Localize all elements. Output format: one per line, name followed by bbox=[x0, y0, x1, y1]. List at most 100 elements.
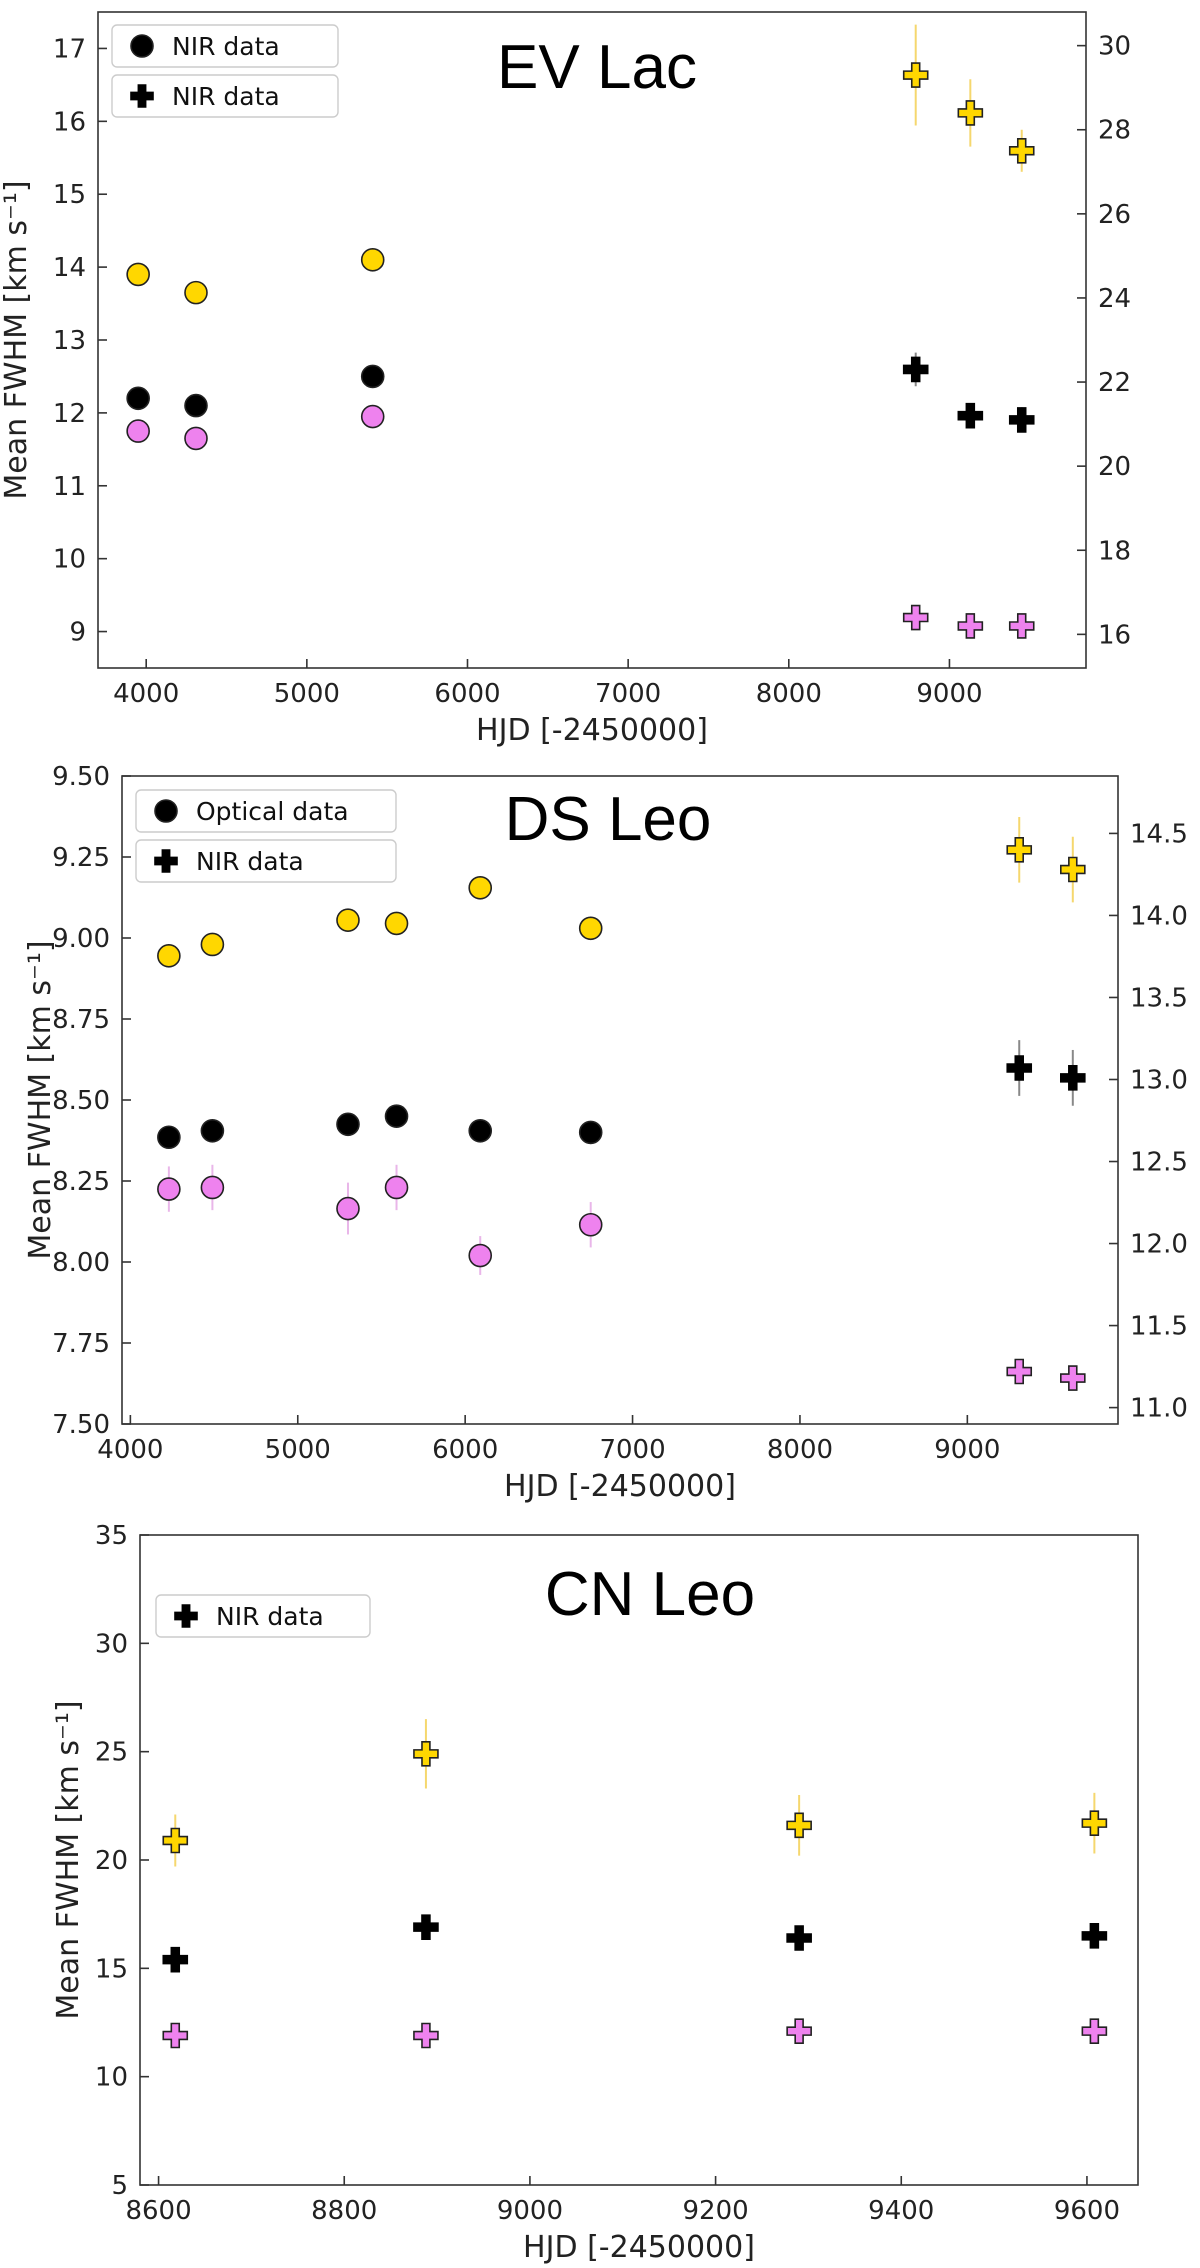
data-point bbox=[126, 262, 150, 287]
y-tick-label: 14 bbox=[53, 253, 86, 283]
series-yellow-plus bbox=[162, 1719, 1108, 1867]
series-violet-plus bbox=[1006, 1358, 1086, 1391]
data-point bbox=[336, 1112, 360, 1137]
series-black-plus bbox=[162, 1914, 1108, 1973]
x-tick-label: 4000 bbox=[97, 1435, 163, 1465]
data-point bbox=[184, 393, 208, 418]
data-point bbox=[157, 1125, 181, 1150]
y-tick-label: 15 bbox=[53, 180, 86, 210]
data-point bbox=[1060, 1065, 1086, 1091]
y-tick-label: 12 bbox=[53, 399, 86, 429]
y-tick-label: 9.25 bbox=[52, 843, 110, 873]
y-tick-label: 35 bbox=[95, 1521, 128, 1551]
x-tick-label: 8000 bbox=[767, 1435, 833, 1465]
y-tick-label: 16 bbox=[53, 107, 86, 137]
data-point bbox=[1008, 137, 1035, 164]
y-tick-label: 13 bbox=[53, 326, 86, 356]
legend-entry: Optical data bbox=[135, 789, 397, 833]
legend-marker bbox=[130, 84, 154, 108]
y2-tick-label: 11.0 bbox=[1130, 1394, 1188, 1424]
data-point bbox=[360, 404, 385, 429]
data-point bbox=[1060, 856, 1086, 883]
data-point bbox=[184, 280, 208, 305]
y-tick-label: 17 bbox=[53, 34, 86, 64]
x-tick-label: 9000 bbox=[497, 2196, 563, 2226]
y-tick-label: 8.50 bbox=[52, 1086, 110, 1116]
y2-tick-label: 13.0 bbox=[1130, 1065, 1188, 1095]
chart-title: DS Leo bbox=[505, 785, 712, 854]
legend-marker bbox=[174, 1604, 198, 1628]
y-tick-label: 15 bbox=[95, 1954, 128, 1984]
y-tick-label: 8.00 bbox=[52, 1248, 110, 1278]
y2-tick-label: 18 bbox=[1098, 536, 1131, 566]
series-yellow-plus bbox=[1006, 817, 1086, 903]
data-point bbox=[1060, 1365, 1086, 1391]
series-yellow-circle bbox=[126, 248, 385, 305]
y-axis-label: Mean FWHM [km s⁻¹] bbox=[23, 940, 58, 1259]
data-point bbox=[957, 613, 984, 639]
legend-marker bbox=[154, 849, 178, 873]
data-point bbox=[786, 2018, 812, 2044]
y2-tick-label: 12.0 bbox=[1130, 1230, 1188, 1260]
legend-label: NIR data bbox=[172, 82, 280, 111]
x-tick-label: 8800 bbox=[311, 2196, 377, 2226]
y2-tick-label: 26 bbox=[1098, 200, 1131, 230]
legend-box bbox=[111, 74, 339, 118]
data-point bbox=[902, 604, 929, 631]
y2-tick-label: 11.5 bbox=[1130, 1312, 1188, 1342]
y2-tick-label: 22 bbox=[1098, 368, 1131, 398]
data-point bbox=[162, 2022, 189, 2049]
data-point bbox=[413, 1741, 439, 1767]
data-point bbox=[157, 944, 181, 968]
y2-tick-label: 16 bbox=[1098, 620, 1131, 650]
x-axis-label: HJD [-2450000] bbox=[523, 2230, 755, 2265]
chart-ds-leo: 4000 5000 6000 7000 8000 9000 7.50 7.75 8.00 8.25… bbox=[23, 762, 1188, 1504]
x-axis-label: HJD [-2450000] bbox=[476, 713, 708, 748]
x-tick-label: 5000 bbox=[274, 679, 340, 709]
x-tick-label: 8000 bbox=[756, 679, 822, 709]
y-tick-label: 11 bbox=[53, 472, 86, 502]
y2-tick-label: 28 bbox=[1098, 116, 1131, 146]
data-point bbox=[902, 62, 929, 88]
data-point bbox=[578, 916, 603, 941]
y-tick-label: 7.75 bbox=[52, 1329, 110, 1359]
chart-title: EV Lac bbox=[497, 33, 697, 102]
series-violet-plus bbox=[902, 604, 1035, 639]
data-point bbox=[468, 1118, 493, 1143]
y-tick-label: 5 bbox=[111, 2171, 128, 2201]
series-black-plus bbox=[1006, 1040, 1086, 1106]
chart-title: CN Leo bbox=[545, 1560, 755, 1629]
x-tick-label: 7000 bbox=[599, 1435, 665, 1465]
data-point bbox=[184, 426, 208, 451]
series-black-circle bbox=[126, 364, 385, 418]
data-point bbox=[786, 1925, 812, 1951]
data-point bbox=[786, 1812, 812, 1839]
data-point bbox=[384, 1175, 409, 1200]
y-tick-label: 8.25 bbox=[52, 1167, 110, 1197]
data-point bbox=[126, 386, 150, 411]
data-point bbox=[157, 1177, 181, 1201]
data-point bbox=[1008, 407, 1035, 433]
x-tick-label: 9200 bbox=[683, 2196, 749, 2226]
y2-tick-label: 13.5 bbox=[1130, 983, 1188, 1013]
data-point bbox=[1008, 613, 1035, 639]
y-tick-label: 30 bbox=[95, 1629, 128, 1659]
data-point bbox=[162, 1946, 189, 1973]
data-point bbox=[1081, 2018, 1108, 2044]
x-tick-label: 9400 bbox=[868, 2196, 934, 2226]
data-point bbox=[336, 1196, 360, 1221]
series-violet-circle bbox=[157, 1164, 603, 1275]
data-point bbox=[200, 1175, 225, 1200]
x-tick-label: 5000 bbox=[265, 1435, 331, 1465]
legend-entry: NIR data bbox=[111, 24, 339, 68]
data-point bbox=[578, 1120, 603, 1145]
chart-cn-leo: 8600 8800 9000 9200 9400 9600 5 10 15 20 25 30 35 HJD… bbox=[51, 1521, 1139, 2265]
y-tick-label: 20 bbox=[95, 1846, 128, 1876]
data-point bbox=[468, 875, 493, 900]
y-tick-label: 9 bbox=[69, 618, 86, 648]
legend-entry: NIR data bbox=[135, 839, 397, 883]
data-point bbox=[1006, 1055, 1033, 1081]
y-tick-label: 9.00 bbox=[52, 924, 110, 954]
x-tick-label: 6000 bbox=[432, 1435, 498, 1465]
data-point bbox=[336, 908, 360, 932]
